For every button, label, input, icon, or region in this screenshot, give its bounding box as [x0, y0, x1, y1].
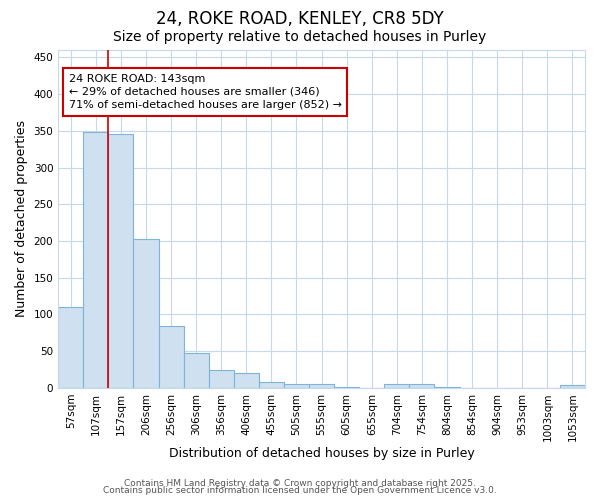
Bar — [385, 384, 409, 388]
Bar — [259, 382, 284, 388]
Bar — [284, 384, 309, 388]
Bar — [109, 134, 133, 388]
Bar — [58, 307, 83, 388]
Bar — [133, 239, 158, 388]
Bar — [309, 384, 334, 388]
Text: Contains HM Land Registry data © Crown copyright and database right 2025.: Contains HM Land Registry data © Crown c… — [124, 478, 476, 488]
Bar — [334, 387, 359, 388]
Text: 24, ROKE ROAD, KENLEY, CR8 5DY: 24, ROKE ROAD, KENLEY, CR8 5DY — [156, 10, 444, 28]
Bar — [560, 385, 585, 388]
Bar — [209, 370, 234, 388]
Bar — [409, 384, 434, 388]
Bar — [184, 354, 209, 388]
Bar — [234, 374, 259, 388]
Text: 24 ROKE ROAD: 143sqm
← 29% of detached houses are smaller (346)
71% of semi-deta: 24 ROKE ROAD: 143sqm ← 29% of detached h… — [69, 74, 342, 110]
Bar — [83, 132, 109, 388]
X-axis label: Distribution of detached houses by size in Purley: Distribution of detached houses by size … — [169, 447, 475, 460]
Y-axis label: Number of detached properties: Number of detached properties — [15, 120, 28, 318]
Text: Size of property relative to detached houses in Purley: Size of property relative to detached ho… — [113, 30, 487, 44]
Text: Contains public sector information licensed under the Open Government Licence v3: Contains public sector information licen… — [103, 486, 497, 495]
Bar — [434, 387, 460, 388]
Bar — [158, 326, 184, 388]
